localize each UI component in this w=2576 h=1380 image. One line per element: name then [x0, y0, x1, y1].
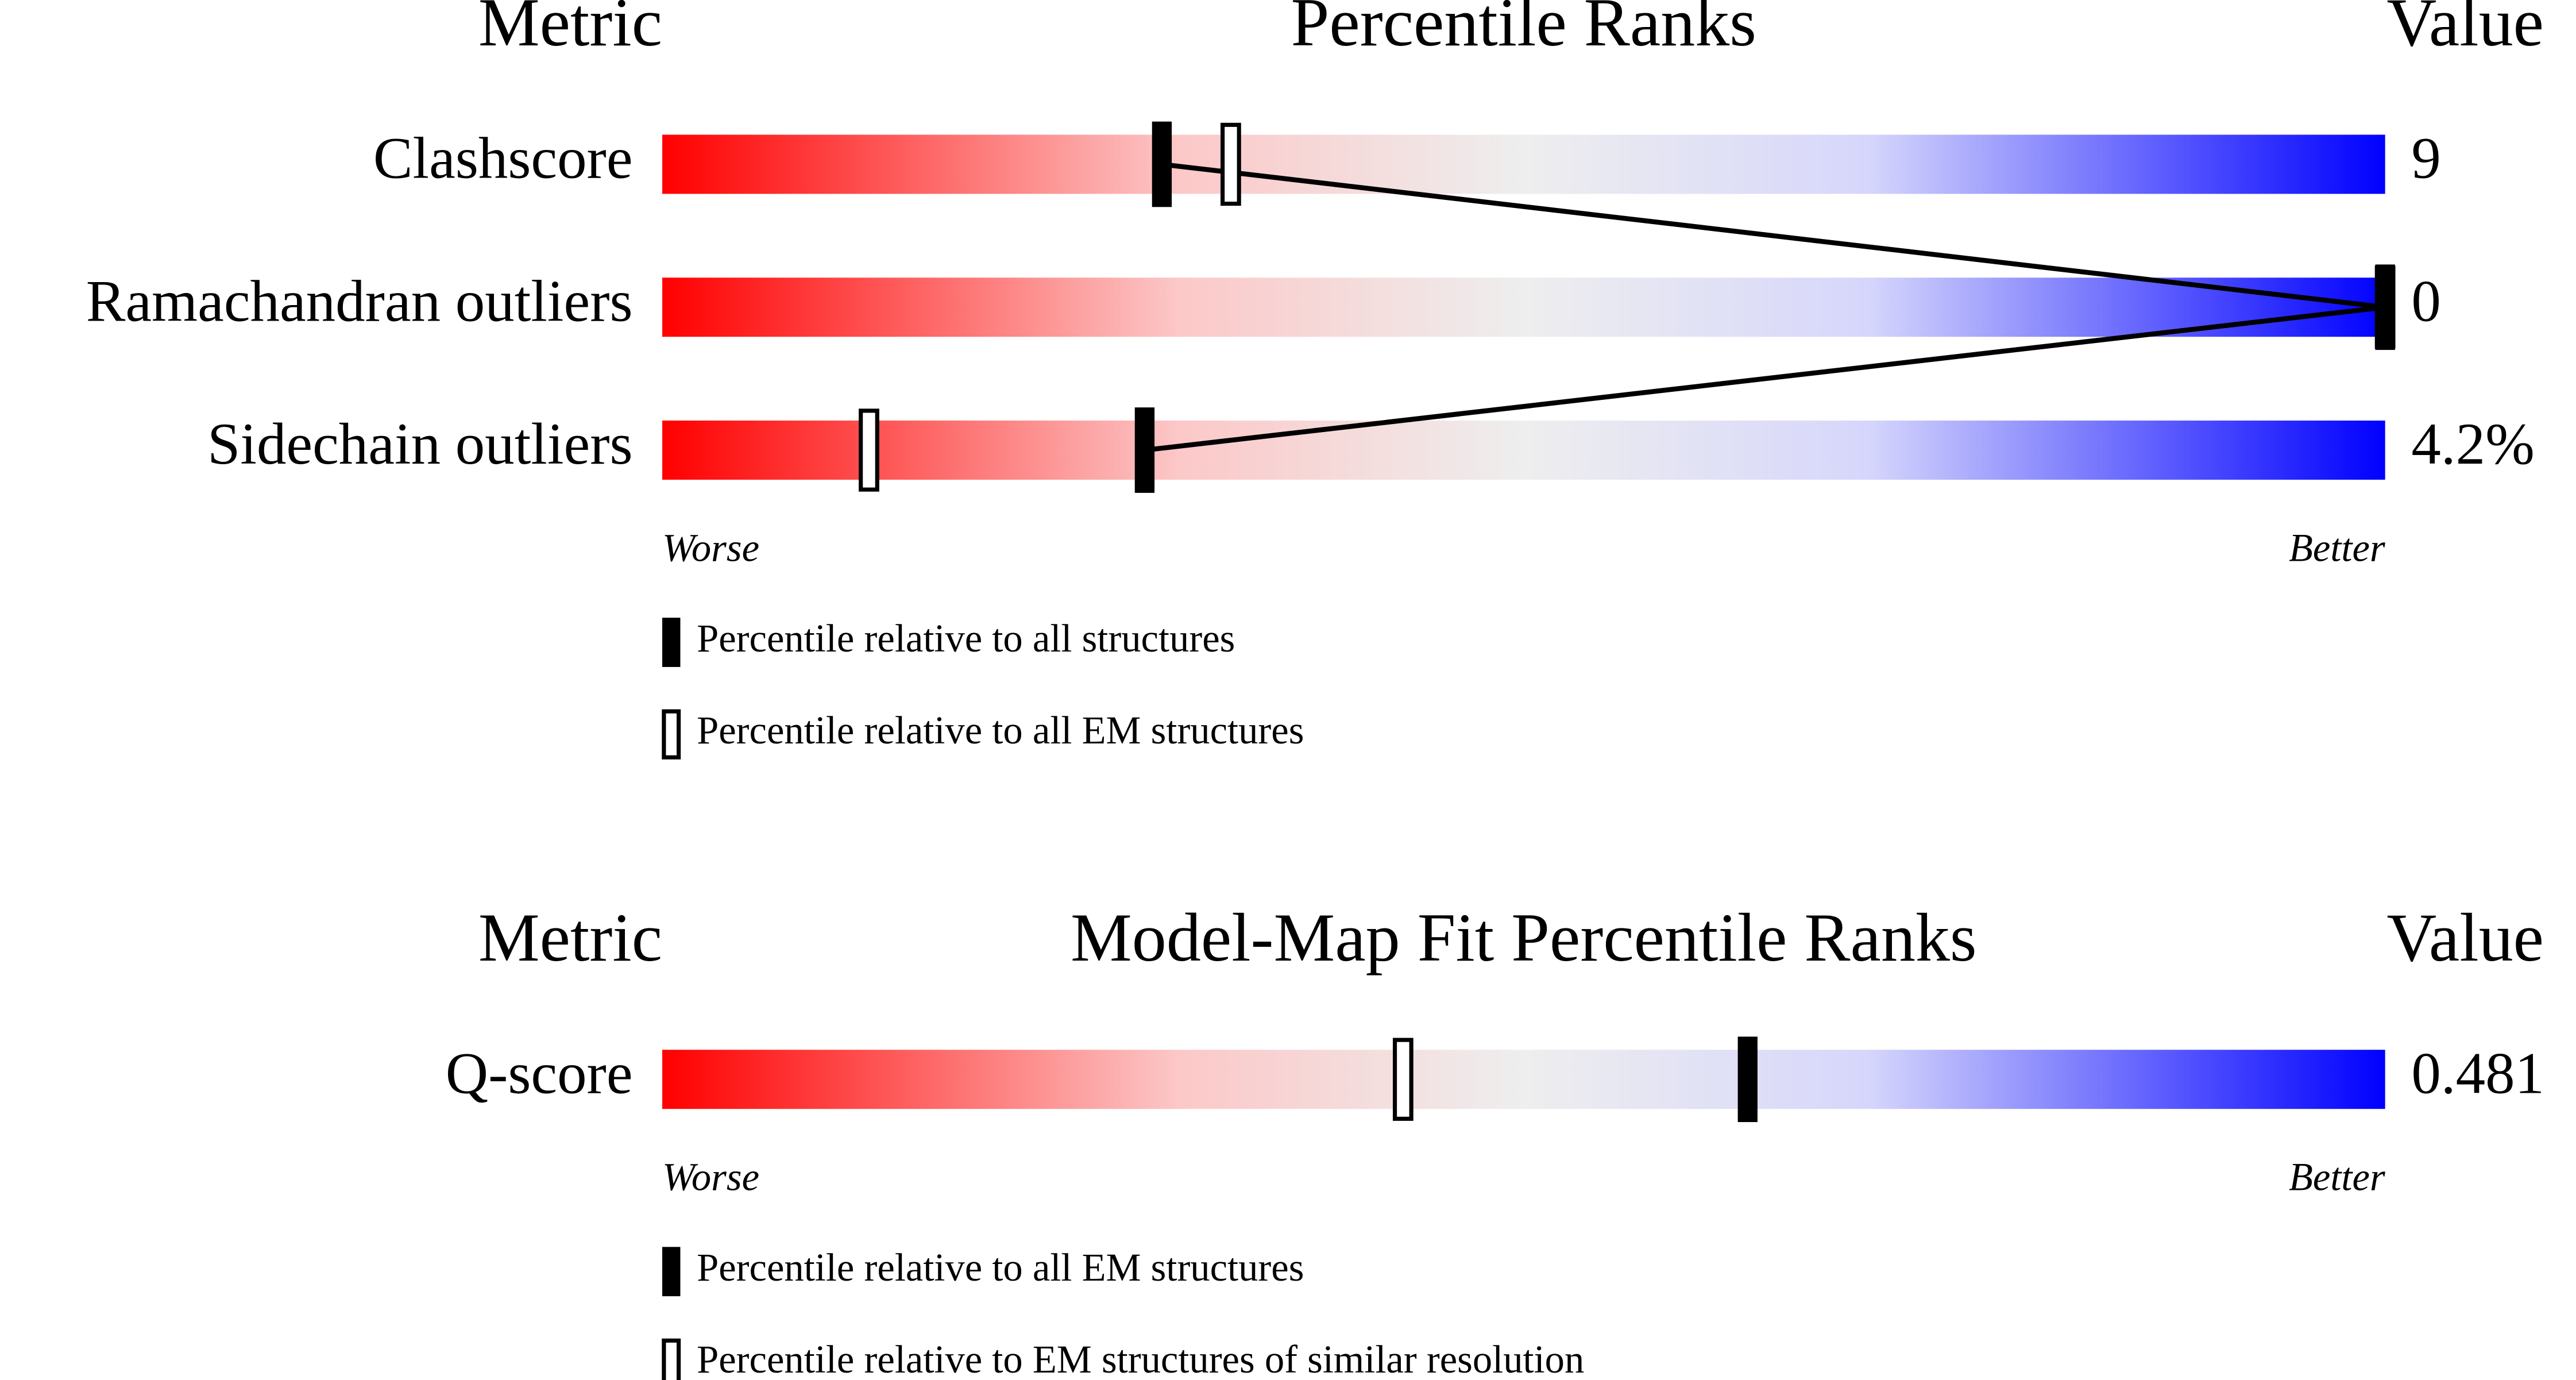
marker-open	[859, 408, 879, 492]
axis-high: Better	[2289, 526, 2385, 570]
axis-low: Worse	[662, 526, 759, 570]
marker-open	[1221, 122, 1241, 206]
metric-value: 0.481	[2411, 1040, 2544, 1106]
metric-value: 4.2%	[2411, 411, 2534, 477]
legend-swatch-filled	[662, 618, 681, 667]
header-title: Model-Map Fit Percentile Ranks	[1071, 899, 1977, 976]
legend-label: Percentile relative to EM structures of …	[697, 1337, 1584, 1380]
header-title: Percentile Ranks	[1291, 0, 1756, 60]
marker-filled	[1152, 121, 1172, 207]
gradient-bar	[662, 421, 2385, 480]
header-value: Value	[2387, 0, 2544, 60]
axis-low: Worse	[662, 1155, 759, 1199]
gradient-bar	[662, 134, 2385, 194]
axis-high: Better	[2289, 1155, 2385, 1199]
legend-label: Percentile relative to all EM structures	[697, 1246, 1304, 1289]
metric-label: Q-score	[446, 1040, 633, 1106]
marker-filled	[1737, 1036, 1758, 1123]
marker-filled	[1134, 407, 1155, 493]
legend-swatch-filled	[662, 1247, 681, 1297]
metric-value: 9	[2411, 126, 2440, 191]
legend-label: Percentile relative to all EM structures	[697, 708, 1304, 752]
header-metric: Metric	[478, 0, 662, 60]
metric-value: 0	[2411, 268, 2440, 334]
legend-label: Percentile relative to all structures	[697, 616, 1235, 660]
legend-swatch-open	[662, 709, 681, 760]
header-value: Value	[2387, 899, 2544, 976]
gradient-bar	[662, 277, 2385, 337]
header-metric: Metric	[478, 899, 662, 976]
metric-label: Ramachandran outliers	[86, 268, 633, 334]
metric-label: Sidechain outliers	[207, 411, 632, 477]
metric-label: Clashscore	[373, 126, 633, 191]
gradient-bar	[662, 1050, 2385, 1109]
legend-swatch-open	[662, 1338, 681, 1380]
marker-open	[1392, 1038, 1413, 1121]
marker-filled	[2375, 264, 2395, 350]
